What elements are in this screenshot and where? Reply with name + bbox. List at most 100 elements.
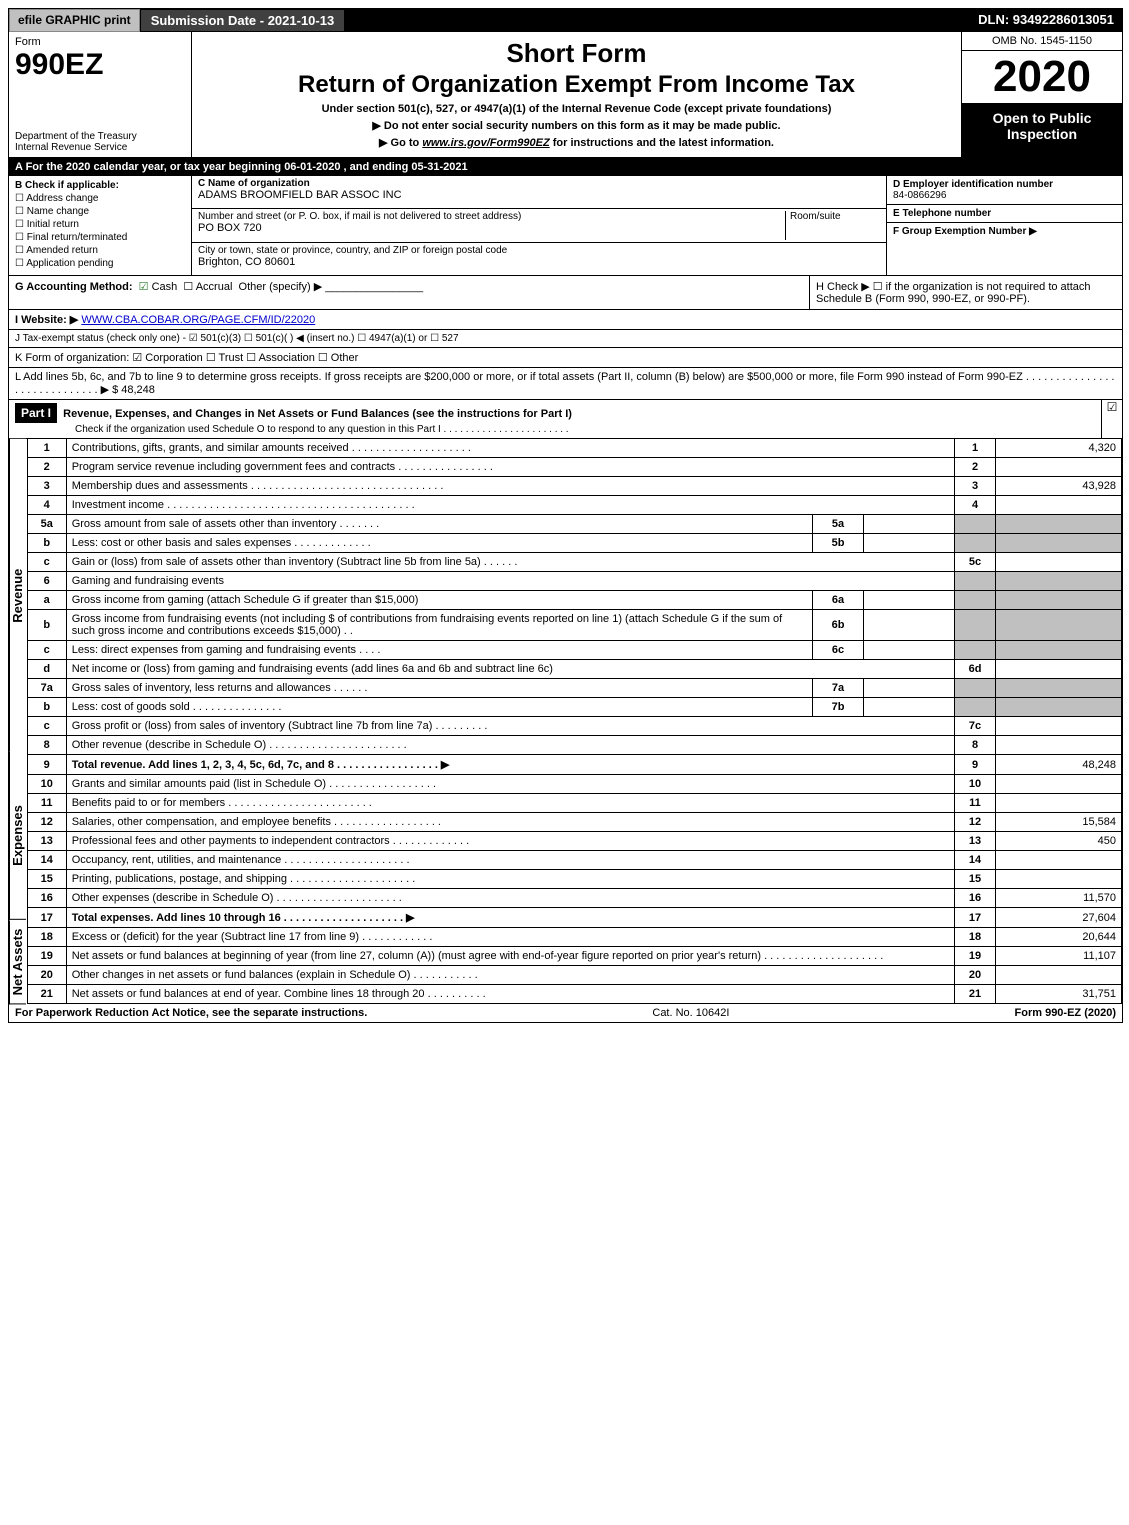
line-l-gross-receipts: L Add lines 5b, 6c, and 7b to line 9 to … xyxy=(9,368,1122,400)
entity-info-grid: B Check if applicable: Address change Na… xyxy=(9,176,1122,276)
table-row: bLess: cost of goods sold . . . . . . . … xyxy=(28,698,1122,717)
org-name-cell: C Name of organization ADAMS BROOMFIELD … xyxy=(192,176,886,209)
box-def: D Employer identification number 84-0866… xyxy=(886,176,1122,275)
group-exemption-cell: F Group Exemption Number ▶ xyxy=(887,223,1122,275)
line-h: H Check ▶ ☐ if the organization is not r… xyxy=(809,276,1122,309)
label-revenue: Revenue xyxy=(9,439,26,752)
ssn-warning: ▶ Do not enter social security numbers o… xyxy=(198,119,955,132)
top-bar: efile GRAPHIC print Submission Date - 20… xyxy=(9,9,1122,32)
form-title-block: Short Form Return of Organization Exempt… xyxy=(192,32,961,157)
street-cell: Number and street (or P. O. box, if mail… xyxy=(192,209,886,242)
table-row: bGross income from fundraising events (n… xyxy=(28,610,1122,641)
line-i-label: I Website: ▶ xyxy=(15,314,78,326)
table-row: 13Professional fees and other payments t… xyxy=(28,832,1122,851)
table-row: cLess: direct expenses from gaming and f… xyxy=(28,641,1122,660)
footer-catno: Cat. No. 10642I xyxy=(652,1007,729,1019)
submission-date: Submission Date - 2021-10-13 xyxy=(140,9,346,32)
check-address-change[interactable]: Address change xyxy=(15,193,185,204)
part-i-title: Revenue, Expenses, and Changes in Net As… xyxy=(63,408,572,420)
group-exemption-label: F Group Exemption Number ▶ xyxy=(893,226,1116,237)
table-row: 19Net assets or fund balances at beginni… xyxy=(28,947,1122,966)
check-initial-return[interactable]: Initial return xyxy=(15,219,185,230)
form-title: Return of Organization Exempt From Incom… xyxy=(198,71,955,99)
label-expenses: Expenses xyxy=(9,752,26,920)
line-amount: 4,320 xyxy=(996,439,1122,458)
table-row: 11Benefits paid to or for members . . . … xyxy=(28,794,1122,813)
box-b-label: B Check if applicable: xyxy=(15,180,185,191)
box-c-org-info: C Name of organization ADAMS BROOMFIELD … xyxy=(192,176,886,275)
part-i-body: Revenue Expenses Net Assets 1Contributio… xyxy=(9,439,1122,1004)
ein-label: D Employer identification number xyxy=(893,179,1116,190)
box-b-checkboxes: B Check if applicable: Address change Na… xyxy=(9,176,192,275)
footer-form-ref: Form 990-EZ (2020) xyxy=(1015,1007,1116,1019)
table-row: 14Occupancy, rent, utilities, and mainte… xyxy=(28,851,1122,870)
form-number: 990EZ xyxy=(15,48,185,82)
check-final-return[interactable]: Final return/terminated xyxy=(15,232,185,243)
short-form-label: Short Form xyxy=(198,38,955,69)
check-name-change[interactable]: Name change xyxy=(15,206,185,217)
check-application-pending[interactable]: Application pending xyxy=(15,258,185,269)
line-i-website: I Website: ▶ WWW.CBA.COBAR.ORG/PAGE.CFM/… xyxy=(9,310,1122,330)
phone-cell: E Telephone number xyxy=(887,205,1122,223)
schedule-o-checkbox[interactable]: ☑ xyxy=(1101,400,1122,438)
line-g-h: G Accounting Method: Cash Accrual Other … xyxy=(9,276,1122,310)
footer-paperwork: For Paperwork Reduction Act Notice, see … xyxy=(15,1007,367,1019)
table-row: 17Total expenses. Add lines 10 through 1… xyxy=(28,908,1122,928)
table-row: cGain or (loss) from sale of assets othe… xyxy=(28,553,1122,572)
omb-number: OMB No. 1545-1150 xyxy=(962,32,1122,51)
street-value: PO BOX 720 xyxy=(198,222,262,234)
form-id-block: Form 990EZ Department of the Treasury In… xyxy=(9,32,192,157)
room-suite-label: Room/suite xyxy=(785,211,880,239)
city-label: City or town, state or province, country… xyxy=(198,245,507,256)
table-row: bLess: cost or other basis and sales exp… xyxy=(28,534,1122,553)
table-row: 2Program service revenue including gover… xyxy=(28,458,1122,477)
table-row: 4Investment income . . . . . . . . . . .… xyxy=(28,496,1122,515)
check-accrual[interactable]: Accrual xyxy=(183,281,232,293)
line-l-value: 48,248 xyxy=(121,384,155,396)
table-row: 9Total revenue. Add lines 1, 2, 3, 4, 5c… xyxy=(28,755,1122,775)
tax-year: 2020 xyxy=(962,51,1122,104)
open-to-public: Open to Public Inspection xyxy=(962,104,1122,157)
table-row: 6Gaming and fundraising events xyxy=(28,572,1122,591)
table-row: 5aGross amount from sale of assets other… xyxy=(28,515,1122,534)
table-row: 8Other revenue (describe in Schedule O) … xyxy=(28,736,1122,755)
table-row: dNet income or (loss) from gaming and fu… xyxy=(28,660,1122,679)
table-row: 12Salaries, other compensation, and empl… xyxy=(28,813,1122,832)
form-word: Form xyxy=(15,36,185,48)
website-link[interactable]: WWW.CBA.COBAR.ORG/PAGE.CFM/ID/22020 xyxy=(81,314,315,326)
label-net-assets: Net Assets xyxy=(9,920,26,1004)
form-header: Form 990EZ Department of the Treasury In… xyxy=(9,32,1122,158)
line-l-text: L Add lines 5b, 6c, and 7b to line 9 to … xyxy=(15,371,1115,396)
org-name-label: C Name of organization xyxy=(198,178,310,189)
goto-instructions: ▶ Go to www.irs.gov/Form990EZ for instru… xyxy=(198,136,955,149)
table-row: 10Grants and similar amounts paid (list … xyxy=(28,775,1122,794)
part-i-title-cell: Part I Revenue, Expenses, and Changes in… xyxy=(9,400,1101,438)
efile-print-button[interactable]: efile GRAPHIC print xyxy=(9,9,140,32)
dept-treasury: Department of the Treasury Internal Reve… xyxy=(15,131,185,153)
check-cash[interactable]: Cash xyxy=(139,281,178,293)
table-row: 20Other changes in net assets or fund ba… xyxy=(28,966,1122,985)
city-value: Brighton, CO 80601 xyxy=(198,256,295,268)
ein-cell: D Employer identification number 84-0866… xyxy=(887,176,1122,205)
tax-period-bar: A For the 2020 calendar year, or tax yea… xyxy=(9,158,1122,176)
table-row: cGross profit or (loss) from sales of in… xyxy=(28,717,1122,736)
part-i-header-row: Part I Revenue, Expenses, and Changes in… xyxy=(9,400,1122,439)
irs-link[interactable]: www.irs.gov/Form990EZ xyxy=(422,137,549,149)
line-k-org-form: K Form of organization: ☑ Corporation ☐ … xyxy=(9,348,1122,368)
table-row: 21Net assets or fund balances at end of … xyxy=(28,985,1122,1004)
table-row: aGross income from gaming (attach Schedu… xyxy=(28,591,1122,610)
dln-number: DLN: 93492286013051 xyxy=(970,9,1122,32)
line-g-label: G Accounting Method: xyxy=(15,281,133,293)
goto-pre: ▶ Go to xyxy=(379,137,422,149)
page-footer: For Paperwork Reduction Act Notice, see … xyxy=(9,1004,1122,1022)
part-i-label: Part I xyxy=(15,403,57,423)
form-subtitle: Under section 501(c), 527, or 4947(a)(1)… xyxy=(198,103,955,115)
table-row: 18Excess or (deficit) for the year (Subt… xyxy=(28,928,1122,947)
section-labels: Revenue Expenses Net Assets xyxy=(9,439,28,1004)
line-num: 1 xyxy=(28,439,67,458)
line-j-tax-exempt: J Tax-exempt status (check only one) - ☑… xyxy=(9,330,1122,348)
check-amended-return[interactable]: Amended return xyxy=(15,245,185,256)
line-desc: Contributions, gifts, grants, and simila… xyxy=(66,439,954,458)
street-label: Number and street (or P. O. box, if mail… xyxy=(198,211,521,222)
line-ref: 1 xyxy=(955,439,996,458)
